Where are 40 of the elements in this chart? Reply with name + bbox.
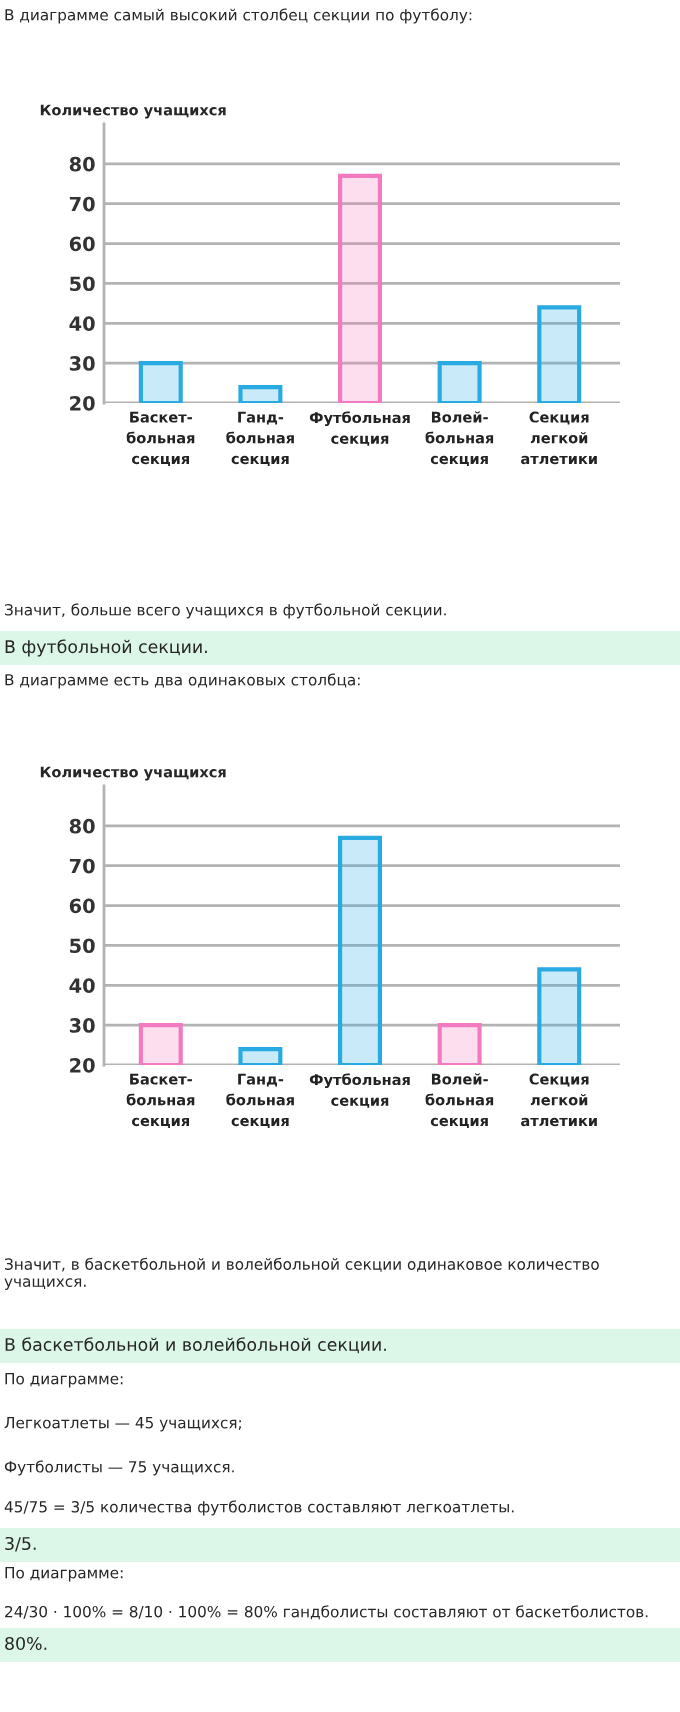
- x-tick-label: Футбольная секция: [309, 1073, 410, 1108]
- text: 24/30 · 100% = 8/10 · 100% = 80% гандболисты составляют от баскетболистов.: [5, 1605, 648, 1620]
- text: Футболисты — 75 учащихся.: [4, 1460, 234, 1476]
- y-tick-label: 20: [70, 395, 95, 411]
- text: В баскетбольной и волейбольной секции.: [5, 1337, 386, 1354]
- y-tick-label: 20: [70, 1057, 95, 1073]
- x-tick-label: Ганд- больная секция: [226, 411, 294, 466]
- y-tick-label: 50: [70, 938, 95, 954]
- text: Значит, больше всего учащихся в футбольной секции.: [5, 603, 446, 619]
- y-tick-label: 50: [70, 276, 95, 292]
- y-axis-title: Количество учащихся: [40, 766, 226, 781]
- text: 3/5.: [5, 1536, 36, 1552]
- y-tick-label: 40: [69, 316, 95, 331]
- y-tick-label: 80: [69, 156, 95, 172]
- y-tick-label: 60: [69, 898, 95, 914]
- y-tick-label: 30: [69, 356, 95, 371]
- chart-title: В диаграмме есть два одинаковых столбца:: [5, 673, 360, 689]
- x-tick-label: Баскет- больная секция: [126, 1073, 195, 1128]
- x-tick-label: Волей- больная секция: [425, 1073, 494, 1128]
- text: В футбольной секции.: [5, 639, 207, 657]
- text: По диаграмме:: [5, 1373, 123, 1388]
- x-tick-label: Секция легкой атлетики: [521, 411, 597, 465]
- x-tick-label: Ганд- больная секция: [226, 1073, 294, 1128]
- text: 80%.: [5, 1636, 47, 1651]
- text: По диаграмме:: [5, 1567, 123, 1582]
- text: Значит, в баскетбольной и волейбольной секции одинаковое количество учащихся.: [4, 1257, 599, 1290]
- chart-title: В диаграмме самый высокий столбец секции по футболу:: [5, 8, 472, 24]
- x-tick-label: Футбольная секция: [309, 411, 410, 446]
- y-tick-label: 70: [69, 196, 95, 212]
- x-tick-label: Волей- больная секция: [425, 411, 494, 466]
- text: 45/75 = 3/5 количества футболистов составляют легкоатлеты.: [4, 1500, 514, 1516]
- x-tick-label: Секция легкой атлетики: [521, 1073, 597, 1127]
- y-axis-title: Количество учащихся: [40, 104, 226, 119]
- y-tick-label: 70: [69, 858, 95, 874]
- text: Легкоатлеты — 45 учащихся;: [4, 1417, 241, 1432]
- y-tick-label: 80: [69, 818, 95, 834]
- x-tick-label: Баскет- больная секция: [126, 411, 195, 466]
- y-tick-label: 60: [69, 236, 95, 252]
- y-tick-label: 30: [69, 1018, 95, 1033]
- y-tick-label: 40: [69, 978, 95, 993]
